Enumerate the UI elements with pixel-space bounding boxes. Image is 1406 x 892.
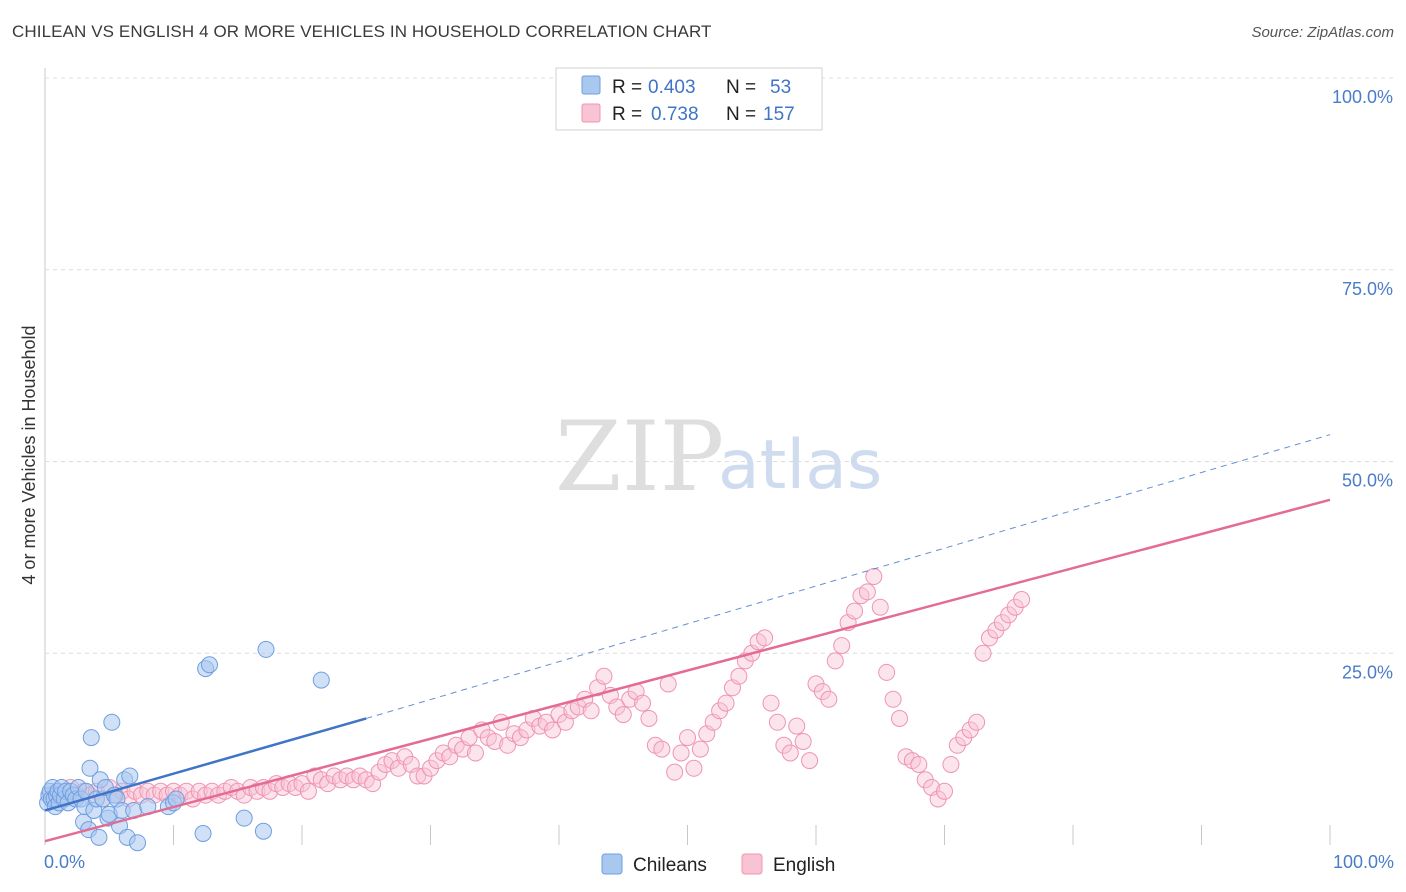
x-tick-label-min: 0.0% xyxy=(44,852,85,872)
english-point-117 xyxy=(794,732,812,750)
english-point-125 xyxy=(846,602,864,620)
x-tick-label-max: 100.0% xyxy=(1333,852,1394,872)
english-point-118 xyxy=(801,752,819,770)
bottom-legend-label-chileans: Chileans xyxy=(633,855,707,876)
english-point-122 xyxy=(826,652,844,670)
y-axis-label: 4 or more Vehicles in Household xyxy=(19,325,39,584)
chilean-point-51 xyxy=(235,809,253,827)
y-tick-label-75: 75.0% xyxy=(1342,279,1393,299)
bottom-legend-label-english: English xyxy=(773,855,835,876)
english-point-128 xyxy=(865,568,883,586)
english-point-115 xyxy=(781,744,799,762)
chilean-trend-extension xyxy=(366,434,1331,719)
english-point-93 xyxy=(640,709,658,727)
chilean-point-41 xyxy=(121,767,139,785)
english-point-89 xyxy=(614,706,632,724)
watermark-atlas: atlas xyxy=(718,426,882,505)
english-point-113 xyxy=(768,713,786,731)
english-point-92 xyxy=(634,694,652,712)
legend-n-label-english: N = xyxy=(726,104,756,125)
english-point-112 xyxy=(762,694,780,712)
english-point-57 xyxy=(409,767,427,785)
english-point-151 xyxy=(1013,591,1031,609)
chilean-points xyxy=(39,640,330,852)
trend-lines xyxy=(44,434,1331,843)
english-point-66 xyxy=(466,744,484,762)
english-points xyxy=(42,568,1031,808)
y-tick-label-25: 25.0% xyxy=(1342,662,1393,682)
english-point-100 xyxy=(685,759,703,777)
english-point-127 xyxy=(858,583,876,601)
english-point-140 xyxy=(942,755,960,773)
chilean-point-53 xyxy=(257,640,275,658)
english-point-99 xyxy=(679,729,696,747)
chilean-point-28 xyxy=(90,828,108,846)
stats-legend: R = 0.403 N = 53 R = 0.738 N = 157 xyxy=(555,67,823,131)
english-point-135 xyxy=(910,755,928,773)
chilean-point-34 xyxy=(103,713,121,731)
english-point-121 xyxy=(820,690,838,708)
bottom-legend-swatch-english xyxy=(741,853,763,875)
english-point-95 xyxy=(653,740,671,758)
english-point-84 xyxy=(582,702,600,720)
english-point-98 xyxy=(672,744,690,762)
legend-n-value-chileans: 53 xyxy=(770,77,791,98)
chilean-point-43 xyxy=(129,834,147,852)
series-legend: Chileans English xyxy=(601,853,835,876)
chilean-point-50 xyxy=(200,656,218,674)
x-axis-ticks xyxy=(173,825,1331,845)
bottom-legend-swatch-chileans xyxy=(601,853,623,875)
english-point-116 xyxy=(788,717,806,735)
legend-n-value-english: 157 xyxy=(763,104,795,125)
watermark-zip: ZIP xyxy=(555,401,724,513)
legend-r-value-english: 0.738 xyxy=(651,104,699,125)
legend-r-label-chileans: R = xyxy=(612,77,642,98)
y-tick-label-100: 100.0% xyxy=(1332,87,1393,107)
english-point-86 xyxy=(595,667,613,685)
y-tick-labels: 25.0% 50.0% 75.0% 100.0% xyxy=(1332,87,1393,682)
english-point-129 xyxy=(871,598,889,616)
chart-title: CHILEAN VS ENGLISH 4 OR MORE VEHICLES IN… xyxy=(12,22,712,41)
chilean-point-24 xyxy=(81,759,99,777)
legend-swatch-chileans xyxy=(581,75,601,95)
chilean-point-52 xyxy=(254,822,272,840)
legend-n-label-chileans: N = xyxy=(726,77,756,98)
english-point-111 xyxy=(756,629,774,647)
english-point-78 xyxy=(544,721,562,739)
english-point-139 xyxy=(936,782,953,800)
y-tick-label-50: 50.0% xyxy=(1342,471,1393,491)
english-point-130 xyxy=(878,663,896,681)
legend-swatch-english xyxy=(581,103,601,123)
english-point-101 xyxy=(691,740,709,758)
english-point-69 xyxy=(486,732,504,750)
english-point-132 xyxy=(891,709,909,727)
english-point-145 xyxy=(974,644,992,662)
english-point-123 xyxy=(833,637,851,655)
english-point-107 xyxy=(730,667,748,685)
chilean-point-48 xyxy=(194,824,212,842)
chilean-point-54 xyxy=(312,671,330,689)
english-point-131 xyxy=(884,690,902,708)
english-point-105 xyxy=(717,694,735,712)
english-trend-line xyxy=(44,498,1331,843)
gridlines xyxy=(45,77,1394,654)
english-point-40 xyxy=(299,782,317,800)
legend-r-label-english: R = xyxy=(612,104,642,125)
chilean-trend-line xyxy=(44,717,367,812)
source-credit: Source: ZipAtlas.com xyxy=(1251,24,1394,41)
english-point-97 xyxy=(666,763,684,781)
legend-r-value-chileans: 0.403 xyxy=(648,77,696,98)
english-point-144 xyxy=(968,713,986,731)
chilean-point-25 xyxy=(82,729,100,747)
